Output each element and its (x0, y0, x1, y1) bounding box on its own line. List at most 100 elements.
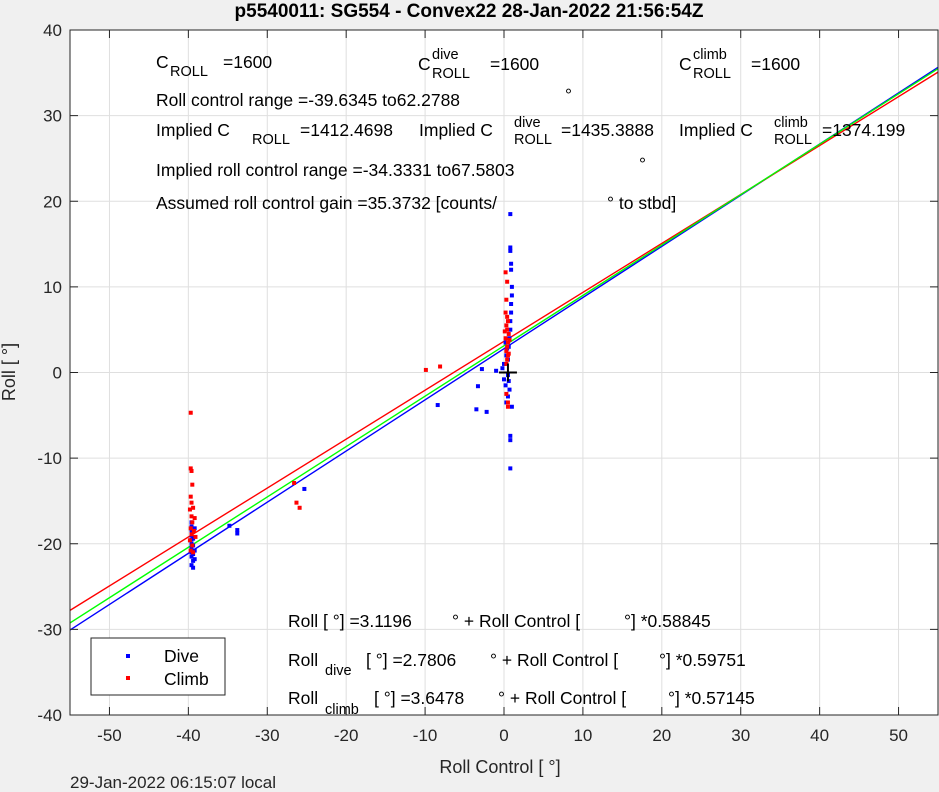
implied-climb-sub: ROLL (774, 132, 812, 148)
climb-points (187, 270, 512, 555)
legend-climb-marker (126, 676, 130, 680)
dive-point (508, 327, 513, 332)
climb-point (191, 550, 196, 555)
dive-point (191, 536, 196, 541)
x-tick-label: -20 (334, 726, 359, 745)
climb-point (503, 336, 508, 341)
c-roll-climb-sub: ROLL (693, 66, 731, 82)
dive-point (189, 546, 194, 551)
climb-point (187, 538, 192, 543)
climb-point (505, 327, 510, 332)
climb-point (188, 410, 193, 415)
dive-point (302, 486, 307, 491)
dive-point (508, 438, 513, 443)
climb-point (189, 500, 194, 505)
dive-point (191, 565, 196, 570)
x-tick-label: 30 (731, 726, 750, 745)
dive-point (508, 319, 513, 324)
x-tick-label: -10 (413, 726, 438, 745)
climb-point (505, 340, 510, 345)
dive-point (475, 384, 480, 389)
implied-dive-sub: ROLL (514, 132, 552, 148)
x-axis-label: Roll Control [ °] (439, 757, 560, 777)
climb-point (503, 270, 508, 275)
legend-box (90, 637, 226, 696)
c-roll-climb-base: C (679, 54, 692, 74)
equation-all: Roll [ °] =3.1196 ° + Roll Control [ °] … (288, 611, 711, 631)
y-tick-label: 0 (53, 364, 62, 383)
x-tick-labels: -50 -40 -30 -20 -10 0 10 20 30 40 50 (97, 726, 908, 745)
climb-point (190, 482, 195, 487)
c-roll-climb-value: =1600 (751, 54, 800, 74)
implied-dive-value: =1435.3888 (561, 120, 654, 140)
climb-point (504, 349, 509, 354)
climb-point (502, 329, 507, 334)
dive-point (484, 409, 489, 414)
dive-point (508, 433, 513, 438)
implied-all-prefix: Implied C (156, 120, 230, 140)
dive-point (509, 293, 514, 298)
eq-dive-part3: °] *0.59751 (659, 650, 746, 670)
dive-point (502, 377, 506, 382)
climb-point (189, 468, 194, 473)
eq-climb-part2: ° + Roll Control [ (498, 688, 626, 708)
fit-line-all (69, 68, 939, 624)
dive-point (509, 310, 514, 315)
climb-point (188, 494, 193, 499)
y-tick-label: -30 (37, 620, 62, 639)
y-tick-label: -10 (37, 449, 62, 468)
climb-point (192, 516, 197, 521)
implied-all-value: =1412.4698 (300, 120, 393, 140)
eq-all-part3: °] *0.58845 (624, 611, 711, 631)
eq-dive-part2: ° + Roll Control [ (490, 650, 618, 670)
climb-point (505, 404, 510, 409)
y-tick-label: -40 (37, 706, 62, 725)
climb-point (505, 279, 510, 284)
range-degree-symbol: ° (565, 85, 572, 105)
climb-point (438, 364, 443, 369)
climb-point (505, 357, 510, 362)
x-tick-label: -30 (255, 726, 280, 745)
eq-climb-part3: °] *0.57145 (668, 688, 755, 708)
dive-point (508, 466, 513, 471)
dive-point (507, 387, 512, 392)
dive-point (509, 404, 514, 409)
eq-dive-sub: dive (325, 663, 352, 679)
climb-point (505, 344, 510, 349)
climb-point (507, 337, 512, 342)
climb-point (294, 500, 299, 505)
x-tick-label: 40 (810, 726, 829, 745)
legend-climb-label: Climb (164, 669, 209, 689)
legend-dive-marker (126, 654, 130, 658)
c-roll-dive-base: C (418, 54, 431, 74)
y-tick-label: 40 (43, 21, 62, 40)
implied-dive-prefix: Implied C (419, 120, 493, 140)
eq-climb-base: Roll (288, 688, 318, 708)
climb-point (504, 297, 509, 302)
dive-point (494, 368, 499, 373)
dive-point (235, 531, 240, 536)
dive-point (509, 261, 514, 266)
dive-point (235, 528, 240, 533)
equation-dive: Roll dive [ °] =2.7806 ° + Roll Control … (288, 650, 746, 679)
legend: Dive Climb (90, 637, 226, 696)
climb-point (188, 466, 193, 471)
implied-range-degree-symbol: ° (639, 154, 646, 174)
dive-point (227, 523, 232, 528)
y-tick-label: 10 (43, 278, 62, 297)
dive-point (508, 245, 513, 250)
annotation-implied-c-roll-dive: Implied C dive ROLL =1435.3888 (419, 115, 654, 148)
climb-point (297, 505, 302, 510)
dive-point (508, 212, 513, 217)
eq-all-part1: Roll [ °] =3.1196 (288, 611, 412, 631)
annotation-c-roll-climb: C climb ROLL =1600 (679, 47, 800, 82)
climb-point (506, 331, 511, 336)
eq-climb-sub: climb (325, 702, 359, 718)
c-roll-sub: ROLL (170, 64, 208, 80)
annotation-implied-c-roll: Implied C ROLL =1412.4698 (156, 120, 393, 148)
eq-all-part2: ° + Roll Control [ (452, 611, 580, 631)
c-roll-dive-sup: dive (432, 47, 459, 63)
c-roll-dive-sub: ROLL (432, 66, 470, 82)
legend-dive-label: Dive (164, 646, 199, 666)
climb-point (187, 507, 192, 512)
